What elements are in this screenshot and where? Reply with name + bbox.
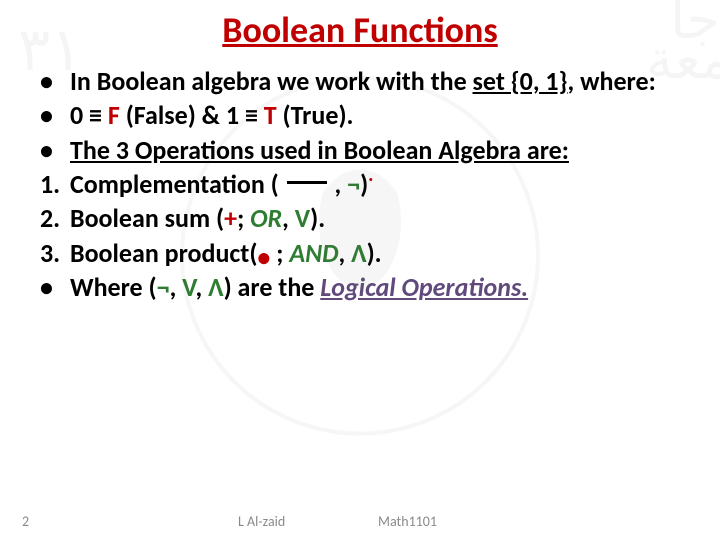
text-red: •: [257, 241, 270, 273]
text: ): [360, 168, 368, 200]
text: In Boolean algebra we work with the: [70, 65, 473, 97]
text: ).: [367, 237, 382, 269]
number-marker: 1.: [40, 167, 70, 201]
item-1-text: Complementation ( , ¬).: [70, 167, 688, 201]
bullet-2: • 0 ≡ F (False) & 1 ≡ T (True).: [40, 98, 688, 132]
text-green: ¬: [347, 168, 360, 200]
text-red: .: [368, 163, 373, 187]
text-green: Λ: [351, 237, 366, 269]
bullet-marker: •: [40, 98, 70, 132]
text: 0 ≡: [70, 99, 108, 131]
item-2: 2. Boolean sum (+; OR, V).: [40, 201, 688, 235]
bullet-1-text: In Boolean algebra we work with the set …: [70, 64, 688, 98]
text: ;: [237, 202, 250, 234]
text-green: OR: [250, 202, 282, 234]
bullet-marker: •: [40, 270, 70, 304]
item-3-text: Boolean product(• ; AND, Λ).: [70, 236, 688, 270]
slide-title: Boolean Functions: [0, 0, 720, 52]
text-green: Λ: [208, 271, 223, 303]
text-link: Logical Operations.: [320, 271, 528, 303]
text: ,: [329, 168, 347, 200]
text-green: AND: [289, 237, 338, 269]
text-red: +: [224, 202, 237, 234]
item-3: 3. Boolean product(• ; AND, Λ).: [40, 236, 688, 270]
bullet-marker: •: [40, 64, 70, 98]
bullet-3: • The 3 Operations used in Boolean Algeb…: [40, 133, 688, 167]
text: ) are the: [224, 271, 321, 303]
footer-author: L Al-zaid: [238, 513, 285, 530]
text-red: T: [264, 99, 277, 131]
text: Where (: [70, 271, 157, 303]
text: ;: [270, 237, 289, 269]
text-red: F: [108, 99, 126, 131]
text: (True).: [277, 99, 354, 131]
item-1: 1. Complementation ( , ¬).: [40, 167, 688, 201]
text: ,: [170, 271, 183, 303]
bullet-3-text: The 3 Operations used in Boolean Algebra…: [70, 133, 688, 167]
text-green: V: [295, 202, 310, 234]
text: ,: [282, 202, 295, 234]
text: , where:: [568, 65, 656, 97]
text: ).: [310, 202, 325, 234]
footer-course: Math1101: [378, 513, 437, 530]
number-marker: 2.: [40, 201, 70, 235]
bullet-1: • In Boolean algebra we work with the se…: [40, 64, 688, 98]
bullet-4: • Where (¬, V, Λ) are the Logical Operat…: [40, 270, 688, 304]
bullet-2-text: 0 ≡ F (False) & 1 ≡ T (True).: [70, 98, 688, 132]
text-green: ¬: [157, 271, 170, 303]
text: ,: [339, 237, 352, 269]
overline-symbol: [287, 185, 327, 188]
text: (False) & 1 ≡: [126, 99, 264, 131]
text: Boolean sum (: [70, 202, 224, 234]
text-underline: set {0, 1}: [473, 65, 568, 97]
number-marker: 3.: [40, 236, 70, 270]
text-green: V: [182, 271, 195, 303]
text: Complementation (: [70, 168, 285, 200]
page-number: 2: [22, 513, 29, 530]
item-2-text: Boolean sum (+; OR, V).: [70, 201, 688, 235]
bullet-4-text: Where (¬, V, Λ) are the Logical Operatio…: [70, 270, 688, 304]
slide-body: • In Boolean algebra we work with the se…: [0, 52, 720, 304]
text: ,: [196, 271, 209, 303]
bullet-marker: •: [40, 133, 70, 167]
text: Boolean product(: [70, 237, 257, 269]
